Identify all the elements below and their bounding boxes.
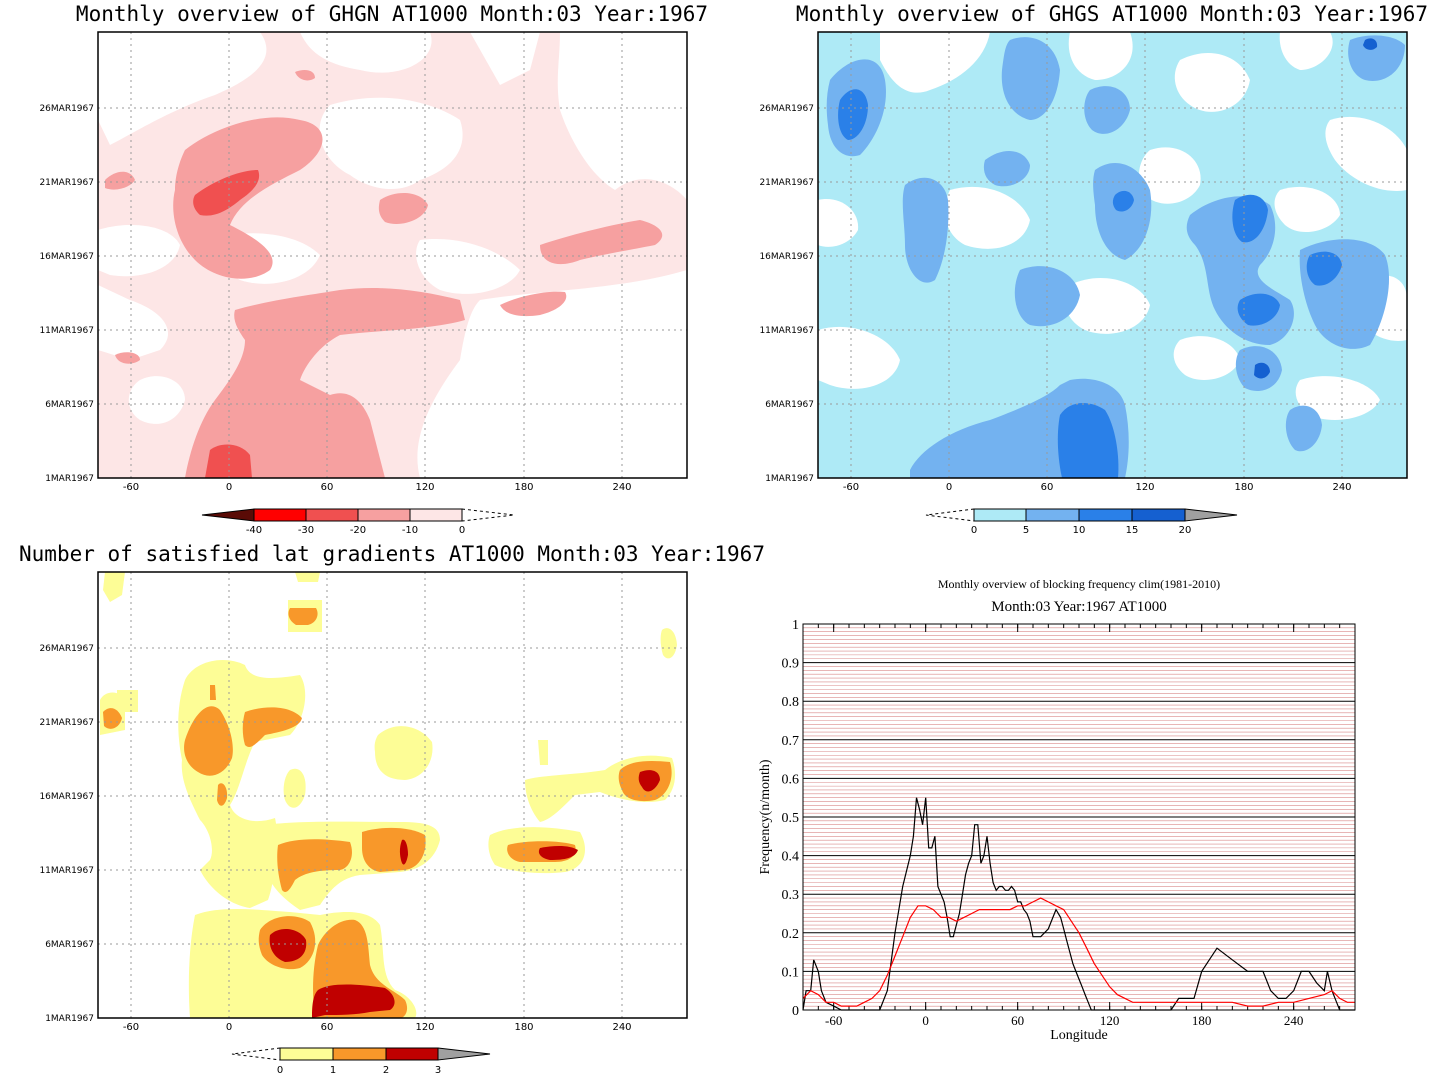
ghgn-colorbar-label: -30 (298, 525, 314, 536)
gradients-ytick: 11MAR1967 (39, 866, 94, 876)
panel-ghgn: Monthly overview of GHGN AT1000 Month:03… (39, 2, 708, 536)
ghgn-ytick: 6MAR1967 (45, 400, 94, 410)
ghgs-xtick: 180 (1234, 482, 1253, 493)
frequency-subtitle: Month:03 Year:1967 AT1000 (991, 599, 1166, 615)
gradients-plot-field (97, 571, 688, 1019)
frequency-xtick: 120 (1100, 1013, 1120, 1028)
panel-ghgn-title: Monthly overview of GHGN AT1000 Month:03… (76, 2, 708, 26)
ghgs-colorbar-label: 0 (971, 525, 977, 536)
ghgs-ytick: 1MAR1967 (765, 474, 814, 484)
ghgn-colorbar-label: 0 (459, 525, 465, 536)
ghgn-xtick: 120 (415, 482, 434, 493)
ghgn-xtick: -60 (123, 482, 139, 493)
frequency-ytick: 0.1 (782, 965, 800, 980)
panel-gradients-title: Number of satisfied lat gradients AT1000… (19, 542, 765, 566)
gradients-axes: -60 0 60 120 180 240 1MAR1967 6MAR1967 1… (39, 644, 631, 1033)
frequency-ytick: 0.4 (782, 850, 800, 865)
frequency-gridlines (803, 623, 1355, 1011)
gradients-xtick: 60 (321, 1022, 334, 1033)
gradients-xtick: -60 (123, 1022, 139, 1033)
frequency-ytick: 0.2 (782, 927, 800, 942)
gradients-ytick: 16MAR1967 (39, 792, 94, 802)
ghgn-colorbar: -40 -30 -20 -10 0 (201, 508, 515, 536)
gradients-xtick: 240 (612, 1022, 631, 1033)
frequency-frame (802, 623, 1356, 1011)
ghgs-ytick: 6MAR1967 (765, 400, 814, 410)
frequency-ytick: 0.7 (782, 734, 800, 749)
ghgn-ytick: 1MAR1967 (45, 474, 94, 484)
ghgs-xtick: 120 (1135, 482, 1154, 493)
frequency-ytick: 0.8 (782, 695, 800, 710)
frequency-xtick: 180 (1192, 1013, 1212, 1028)
panel-frequency: Monthly overview of blocking frequency c… (758, 577, 1356, 1043)
gradients-colorbar: 0 1 2 3 (231, 1047, 491, 1076)
frequency-ytick: 0.9 (782, 657, 800, 672)
frequency-ytick: 0.3 (782, 888, 800, 903)
ghgn-ytick: 16MAR1967 (39, 252, 94, 262)
ghgs-xtick: 0 (946, 482, 952, 493)
ghgs-axes: -60 0 60 120 180 240 1MAR1967 6MAR1967 1… (759, 104, 1351, 493)
ghgn-colorbar-label: -10 (402, 525, 418, 536)
gradients-ytick: 6MAR1967 (45, 940, 94, 950)
frequency-xtick: -60 (825, 1013, 842, 1028)
ghgs-colorbar-label: 5 (1023, 525, 1029, 536)
frequency-line-red (802, 897, 1355, 1007)
ghgn-ytick: 11MAR1967 (39, 326, 94, 336)
frequency-ytick: 0.5 (782, 811, 800, 826)
gradients-ytick: 21MAR1967 (39, 718, 94, 728)
gradients-colorbar-label: 0 (277, 1065, 283, 1076)
ghgs-colorbar-label: 10 (1073, 525, 1086, 536)
ghgs-colorbar: 0 5 10 15 20 (925, 508, 1238, 536)
gradients-xtick: 180 (514, 1022, 533, 1033)
frequency-ticks: 0 0.1 0.2 0.3 0.4 0.5 0.6 0.7 0.8 0.9 1 -60 0 60 120 18… (782, 618, 1356, 1028)
ghgs-xtick: -60 (843, 482, 859, 493)
gradients-colorbar-label: 2 (383, 1065, 389, 1076)
ghgn-xtick: 180 (514, 482, 533, 493)
ghgn-plot-field (97, 31, 688, 479)
frequency-ytick: 1 (792, 618, 799, 633)
ghgs-xtick: 240 (1332, 482, 1351, 493)
ghgn-ytick: 26MAR1967 (39, 104, 94, 114)
gradients-xtick: 120 (415, 1022, 434, 1033)
gradients-ytick: 1MAR1967 (45, 1014, 94, 1024)
ghgn-xtick: 60 (321, 482, 334, 493)
ghgs-ytick: 16MAR1967 (759, 252, 814, 262)
gradients-xtick: 0 (226, 1022, 232, 1033)
panel-gradients: Number of satisfied lat gradients AT1000… (19, 542, 765, 1076)
ghgs-ytick: 26MAR1967 (759, 104, 814, 114)
frequency-line-black (802, 797, 1355, 1011)
panel-ghgs: Monthly overview of GHGS AT1000 Month:03… (759, 2, 1428, 536)
ghgs-colorbar-label: 15 (1126, 525, 1139, 536)
gradients-colorbar-label: 3 (435, 1065, 441, 1076)
ghgs-ytick: 11MAR1967 (759, 326, 814, 336)
ghgs-xtick: 60 (1041, 482, 1054, 493)
gradients-ytick: 26MAR1967 (39, 644, 94, 654)
gradients-colorbar-label: 1 (330, 1065, 336, 1076)
frequency-ytick: 0.6 (782, 772, 800, 787)
ghgs-ytick: 21MAR1967 (759, 178, 814, 188)
frequency-title: Monthly overview of blocking frequency c… (938, 577, 1220, 591)
frequency-ylabel: Frequency(n/month) (758, 759, 773, 874)
frequency-ytick: 0 (792, 1004, 799, 1019)
ghgn-xtick: 0 (226, 482, 232, 493)
ghgs-colorbar-label: 20 (1179, 525, 1192, 536)
frequency-xlabel: Longitude (1050, 1028, 1108, 1043)
frequency-xtick: 240 (1284, 1013, 1304, 1028)
ghgn-colorbar-label: -20 (350, 525, 366, 536)
ghgn-xtick: 240 (612, 482, 631, 493)
ghgn-ytick: 21MAR1967 (39, 178, 94, 188)
ghgn-axes: -60 0 60 120 180 240 1MAR1967 6MAR1967 1… (39, 104, 631, 493)
frequency-xtick: 60 (1011, 1013, 1024, 1028)
panel-ghgs-title: Monthly overview of GHGS AT1000 Month:03… (796, 2, 1428, 26)
frequency-series (802, 797, 1355, 1011)
ghgn-colorbar-label: -40 (246, 525, 262, 536)
ghgs-plot-field (817, 31, 1408, 479)
frequency-xtick: 0 (922, 1013, 929, 1028)
